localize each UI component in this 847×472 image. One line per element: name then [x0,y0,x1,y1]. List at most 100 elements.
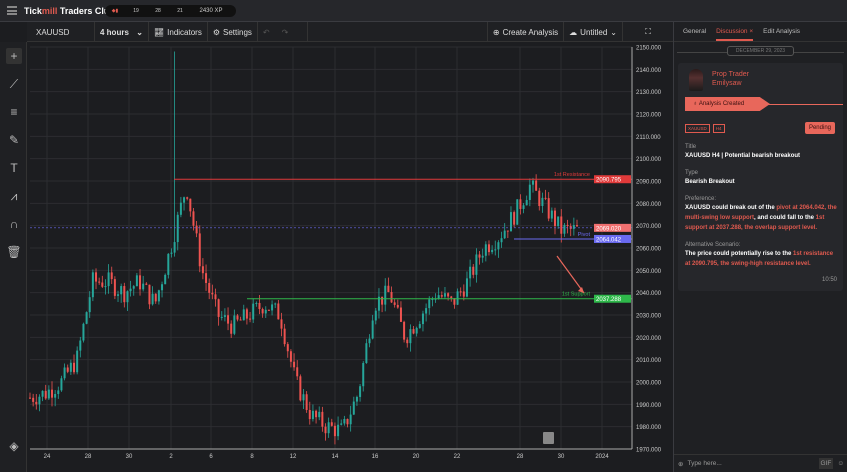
create-analysis-button[interactable]: ⊕ Create Analysis [486,22,565,42]
candle-body [113,279,116,296]
layers-icon[interactable]: ◈ [9,439,19,453]
candle-body [66,367,69,372]
analysis-card: Prop Trader Emilysaw ♁ Analysis Created X… [678,63,843,291]
candle-body [252,303,255,320]
candle-body [465,278,468,297]
candle-body [35,401,38,405]
settings-button[interactable]: ⚙ Settings [208,22,258,42]
candle-body [343,418,346,424]
candle-body [425,308,428,314]
text-icon[interactable]: T [10,161,18,175]
candle-body [47,389,50,399]
candle-body [387,285,390,293]
candle-body [384,285,387,305]
message-input[interactable]: ⊕ Type here... GIF ☺ [674,454,847,472]
candle-body [170,252,173,254]
screenshot-icon[interactable] [543,432,554,444]
xp-b: 28 [155,8,161,14]
candle-body [38,396,41,405]
menu-icon[interactable] [7,6,17,15]
settings-label: Settings [223,27,252,37]
candle-body [516,199,519,225]
user-role: Prop Trader [712,71,749,78]
x-tick-label: 22 [454,454,461,460]
candle-body [41,390,44,397]
candle-body [365,343,368,364]
candle-body [500,238,503,243]
candle-body [277,303,280,320]
indicators-icon: 📈︎ [154,27,165,37]
crosshair-icon[interactable]: + [6,48,22,64]
candle-body [352,401,355,415]
candle-body [497,242,500,250]
candle-body [431,299,434,301]
candle-body [362,363,365,387]
redo-icon[interactable]: ↷ [281,27,289,37]
candle-body [29,397,31,399]
candle-body [104,286,107,288]
candle-body [82,323,85,341]
candle-body [450,296,453,299]
symbol-field[interactable]: XAUUSD [27,22,95,42]
current-price: 2069.020 [596,226,622,232]
xp-total: 2430 XP [199,8,223,14]
candle-body [132,286,135,289]
tab-discussion[interactable]: Discussion × [716,28,754,41]
level-label: 1st Resistance [554,172,590,178]
x-tick-label: 2 [169,454,173,460]
undo-redo: ↶ ↷ [258,22,308,42]
plus-icon[interactable]: ⊕ [678,460,684,468]
candle-body [406,339,409,344]
candle-body [192,211,195,226]
magnet-icon[interactable]: ∩ [9,217,19,231]
interval-select[interactable]: 4 hours ⌄ [95,22,149,42]
symbol-tag: XAUUSD [685,123,710,133]
pattern-icon[interactable]: ⩘ [10,189,18,203]
close-icon[interactable]: × [749,28,754,35]
candle-body [456,291,459,305]
candle-body [302,394,305,401]
candle-body [245,309,248,319]
indicators-button[interactable]: 📈︎ Indicators [149,22,208,42]
date-label: DECEMBER 29, 2023 [726,46,795,56]
candle-body [73,362,76,373]
y-tick-label: 1980.000 [636,425,662,431]
user-info[interactable]: Prop Trader Emilysaw [712,70,749,88]
x-tick-label: 2024 [595,454,609,460]
level-price-tag [594,175,631,184]
candle-body [368,338,371,344]
candle-body [381,296,384,305]
chevron-down-icon: ⌄ [610,27,617,37]
candle-body [324,426,327,434]
layout-label: Untitled [580,27,608,37]
fullscreen-icon[interactable]: ⛶ [645,27,651,36]
candle-body [123,286,126,303]
candle-body [63,367,66,379]
candle-body [201,266,204,274]
chart-background [27,42,673,462]
candle-body [484,244,487,256]
candle-body [57,390,60,394]
candle-body [355,396,358,402]
candle-body [32,397,35,402]
candle-body [333,425,336,437]
gear-icon: ⚙ [212,27,221,37]
tab-edit-analysis[interactable]: Edit Analysis [763,28,801,35]
emoji-icon[interactable]: ☺ [837,460,844,467]
candle-body [176,214,179,243]
candle-body [371,320,374,339]
trend-line-icon[interactable]: ⟋ [9,77,19,91]
candle-body [509,212,512,232]
channel-icon[interactable]: ≡ [10,105,18,119]
undo-icon[interactable]: ↶ [262,27,270,37]
gif-button[interactable]: GIF [818,458,834,469]
brush-icon[interactable]: ✎ [8,133,20,147]
candle-body [183,197,186,203]
candle-body [280,319,283,329]
candle-body [346,418,349,425]
candle-body [494,249,497,251]
trash-icon[interactable]: 🗑︎ [6,245,22,259]
layout-select[interactable]: ☁ Untitled ⌄ [564,22,623,42]
price-chart[interactable]: 1st Resistance 2090.795 Pivot 2064.042 1st S… [27,42,673,462]
tab-general[interactable]: General [683,28,707,35]
